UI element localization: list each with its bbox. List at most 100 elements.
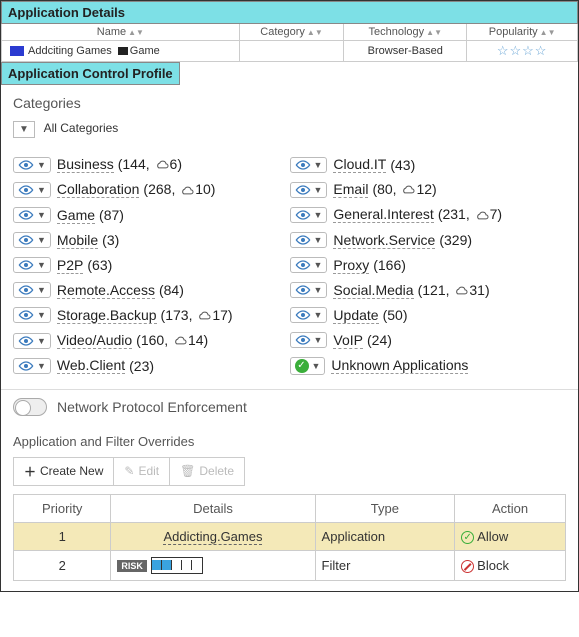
pencil-icon: ✎ xyxy=(124,464,134,478)
monitor-status-icon[interactable]: ▼ xyxy=(290,282,328,298)
monitor-status-icon[interactable]: ▼ xyxy=(13,333,51,349)
monitor-status-icon[interactable]: ▼ xyxy=(290,332,328,348)
category-name: Email xyxy=(333,181,368,198)
monitor-status-icon[interactable]: ✓▼ xyxy=(290,357,326,375)
app-row-name[interactable]: Addciting GamesGame xyxy=(2,41,240,62)
col-popularity[interactable]: Popularity▲▼ xyxy=(467,24,578,41)
monitor-status-icon[interactable]: ▼ xyxy=(290,257,328,273)
app-details-table: Name▲▼ Category▲▼ Technology▲▼ Popularit… xyxy=(1,24,578,62)
monitor-status-icon[interactable]: ▼ xyxy=(13,282,51,298)
category-name: Video/Audio xyxy=(57,332,132,349)
category-name: Proxy xyxy=(333,257,369,274)
overrides-title: Application and Filter Overrides xyxy=(13,434,566,449)
monitor-status-icon[interactable]: ▼ xyxy=(13,232,51,248)
app-row-popularity: ☆☆☆☆ xyxy=(467,41,578,62)
category-count: (63) xyxy=(87,257,112,273)
category-count: (144, 6) xyxy=(118,156,182,173)
category-row[interactable]: ▼ VoIP (24) xyxy=(290,328,567,353)
monitor-status-icon[interactable]: ▼ xyxy=(13,257,51,273)
category-count: (80, 12) xyxy=(372,181,436,198)
app-color-icon xyxy=(10,46,24,56)
category-row[interactable]: ✓▼ Unknown Applications xyxy=(290,353,567,379)
monitor-status-icon[interactable]: ▼ xyxy=(290,157,328,173)
monitor-status-icon[interactable]: ▼ xyxy=(290,307,328,323)
app-details-header: Application Details xyxy=(1,1,578,24)
col-category[interactable]: Category▲▼ xyxy=(239,24,343,41)
risk-badge: RISK xyxy=(117,560,147,572)
ov-col-priority[interactable]: Priority xyxy=(14,494,111,522)
category-row[interactable]: ▼Cloud.IT (43) xyxy=(290,152,567,177)
category-row[interactable]: ▼Collaboration (268, 10) xyxy=(13,177,290,202)
override-type: Filter xyxy=(315,550,455,580)
category-count: (43) xyxy=(390,157,415,173)
category-row[interactable]: ▼Video/Audio (160, 14) xyxy=(13,328,290,353)
category-name: Business xyxy=(57,156,114,173)
override-action: Block xyxy=(455,550,566,580)
overrides-table: Priority Details Type Action 1Addicting.… xyxy=(13,494,566,581)
override-row[interactable]: 1Addicting.GamesApplication✓Allow xyxy=(14,522,566,550)
category-count: (121, 31) xyxy=(418,282,490,299)
edit-button[interactable]: ✎Edit xyxy=(114,458,170,485)
category-count: (87) xyxy=(99,207,124,223)
category-name: Game xyxy=(57,207,95,224)
col-technology[interactable]: Technology▲▼ xyxy=(344,24,467,41)
category-row[interactable]: ▼P2P (63) xyxy=(13,253,290,278)
category-row[interactable]: ▼ Storage.Backup (173, 17) xyxy=(13,303,290,328)
profile-header: Application Control Profile xyxy=(1,62,180,85)
override-priority: 2 xyxy=(14,550,111,580)
category-row[interactable]: ▼ Business (144, 6) xyxy=(13,152,290,177)
create-new-button[interactable]: ＋Create New xyxy=(14,458,114,485)
override-details: Addicting.Games xyxy=(111,522,315,550)
npe-toggle[interactable] xyxy=(13,398,47,416)
categories-title: Categories xyxy=(13,95,566,111)
monitor-status-icon[interactable]: ▼ xyxy=(290,182,328,198)
monitor-status-icon[interactable]: ▼ xyxy=(13,182,51,198)
risk-meter xyxy=(151,557,203,574)
monitor-status-icon[interactable]: ▼ xyxy=(13,157,51,173)
category-row[interactable]: ▼ Game (87) xyxy=(13,203,290,228)
ov-col-details[interactable]: Details xyxy=(111,494,315,522)
category-name: Remote.Access xyxy=(57,282,155,299)
category-row[interactable]: ▼Network.Service (329) xyxy=(290,228,567,253)
category-name: Storage.Backup xyxy=(57,307,157,324)
category-row[interactable]: ▼Update (50) xyxy=(290,303,567,328)
category-name: General.Interest xyxy=(333,206,433,223)
monitor-status-icon[interactable]: ▼ xyxy=(13,358,51,374)
trash-icon: 🗑 xyxy=(180,464,195,478)
app-row-technology: Browser-Based xyxy=(344,41,467,62)
block-icon xyxy=(461,560,474,573)
col-name[interactable]: Name▲▼ xyxy=(2,24,240,41)
override-row[interactable]: 2 RISK FilterBlock xyxy=(14,550,566,580)
category-count: (24) xyxy=(367,332,392,348)
category-count: (173, 17) xyxy=(161,307,233,324)
category-count: (268, 10) xyxy=(143,181,215,198)
category-count: (166) xyxy=(373,257,406,273)
category-name: Unknown Applications xyxy=(331,357,468,374)
ov-col-action[interactable]: Action xyxy=(455,494,566,522)
monitor-status-icon[interactable]: ▼ xyxy=(290,232,328,248)
category-row[interactable]: ▼ Proxy (166) xyxy=(290,253,567,278)
category-row[interactable]: ▼General.Interest (231, 7) xyxy=(290,202,567,227)
category-count: (3) xyxy=(102,232,119,248)
folder-icon xyxy=(118,47,128,55)
caret-icon[interactable]: ▼ xyxy=(13,121,35,138)
category-row[interactable]: ▼Remote.Access (84) xyxy=(13,278,290,303)
override-priority: 1 xyxy=(14,522,111,550)
category-row[interactable]: ▼ Mobile (3) xyxy=(13,228,290,253)
all-categories-row[interactable]: ▼ All Categories xyxy=(13,121,566,138)
category-row[interactable]: ▼ Social.Media (121, 31) xyxy=(290,278,567,303)
category-name: Social.Media xyxy=(333,282,413,299)
ov-col-type[interactable]: Type xyxy=(315,494,455,522)
category-name: Update xyxy=(333,307,378,324)
category-row[interactable]: ▼Web.Client (23) xyxy=(13,353,290,378)
category-name: VoIP xyxy=(333,332,363,349)
monitor-status-icon[interactable]: ▼ xyxy=(13,307,51,323)
app-row-category xyxy=(239,41,343,62)
npe-label: Network Protocol Enforcement xyxy=(57,399,247,415)
category-row[interactable]: ▼ Email (80, 12) xyxy=(290,177,567,202)
delete-button[interactable]: 🗑Delete xyxy=(170,458,244,485)
category-name: Mobile xyxy=(57,232,98,249)
monitor-status-icon[interactable]: ▼ xyxy=(290,207,328,223)
monitor-status-icon[interactable]: ▼ xyxy=(13,207,51,223)
category-count: (23) xyxy=(129,358,154,374)
